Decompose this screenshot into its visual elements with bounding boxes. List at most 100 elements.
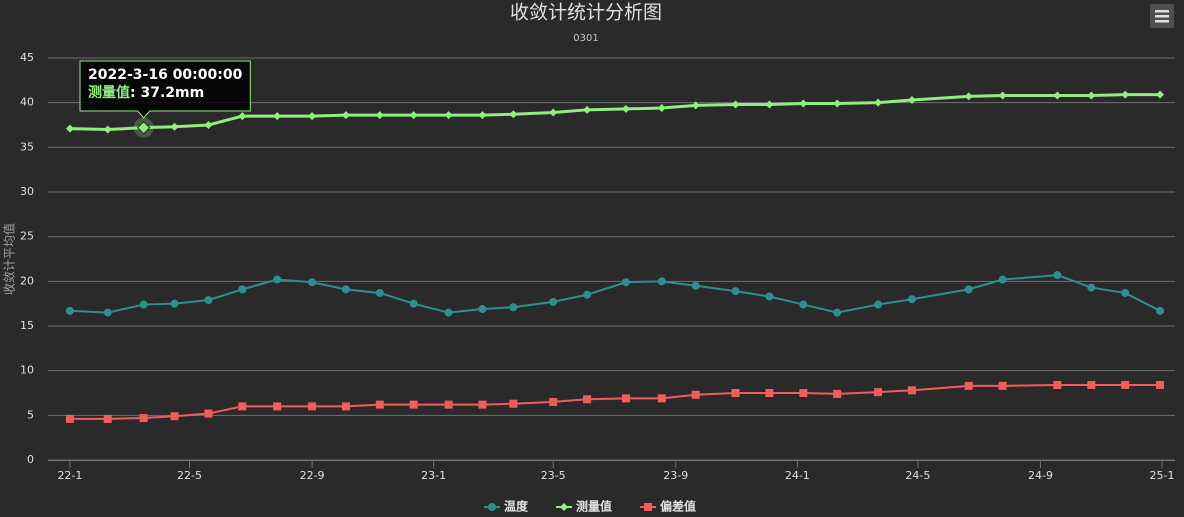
x-tick-label: 22-5 xyxy=(177,469,202,482)
data-point xyxy=(273,402,282,411)
data-point xyxy=(621,394,630,403)
data-point xyxy=(478,400,487,409)
data-point xyxy=(765,389,774,397)
data-point xyxy=(799,99,808,108)
data-point xyxy=(341,285,350,294)
data-point xyxy=(731,389,740,397)
data-point xyxy=(308,402,317,411)
data-point xyxy=(139,414,148,423)
data-point xyxy=(964,381,973,390)
legend-label: 偏差值 xyxy=(660,499,696,514)
data-point xyxy=(204,409,213,418)
y-axis-title: 收敛计平均值 xyxy=(2,223,17,295)
data-point xyxy=(103,125,112,134)
data-point xyxy=(833,308,842,317)
data-point xyxy=(375,288,384,297)
data-point xyxy=(998,91,1007,100)
y-tick-label: 0 xyxy=(27,453,34,466)
data-point xyxy=(170,299,179,308)
hover-point xyxy=(136,120,151,135)
data-point xyxy=(833,389,842,398)
data-point xyxy=(444,111,453,120)
y-tick-label: 40 xyxy=(20,96,34,109)
data-point xyxy=(731,100,740,109)
legend-item[interactable]: 偏差值 xyxy=(640,499,696,514)
menu-button[interactable] xyxy=(1150,4,1174,28)
x-tick-label: 24-5 xyxy=(905,469,930,482)
data-point xyxy=(103,414,112,423)
data-point xyxy=(964,285,973,294)
x-tick-label: 25-1 xyxy=(1150,469,1175,482)
data-point xyxy=(341,111,350,120)
data-point xyxy=(583,395,592,404)
data-point xyxy=(583,290,592,299)
y-tick-label: 5 xyxy=(27,408,34,421)
legend-item[interactable]: 温度 xyxy=(484,499,529,514)
data-point xyxy=(1156,90,1165,99)
data-point xyxy=(509,110,518,119)
data-point xyxy=(308,278,317,287)
data-point xyxy=(1121,380,1130,389)
data-point xyxy=(1156,306,1165,315)
y-tick-label: 25 xyxy=(20,230,34,243)
data-point xyxy=(549,397,558,406)
legend-item[interactable]: 测量值 xyxy=(556,499,612,514)
legend-symbol xyxy=(560,503,569,511)
tooltip-title: 2022-3-16 00:00:00 xyxy=(88,67,243,83)
data-point xyxy=(308,112,317,121)
data-point xyxy=(874,300,883,309)
data-point xyxy=(65,124,74,133)
legend-symbol xyxy=(488,503,496,511)
x-tick-label: 23-1 xyxy=(421,469,446,482)
data-point xyxy=(583,105,592,114)
series-line xyxy=(69,274,1161,314)
data-point xyxy=(549,297,558,306)
data-point xyxy=(964,92,973,101)
x-tick-label: 22-1 xyxy=(57,469,82,482)
data-point xyxy=(238,402,247,411)
data-point xyxy=(1156,380,1165,389)
legend-label: 测量值 xyxy=(576,499,612,514)
data-point xyxy=(1087,380,1096,389)
data-point xyxy=(907,95,916,104)
data-point xyxy=(621,278,630,287)
data-point xyxy=(657,104,666,113)
data-point xyxy=(375,400,384,409)
chart-subtitle: 0301 xyxy=(573,33,598,44)
data-point xyxy=(765,292,774,301)
data-point xyxy=(874,388,883,397)
x-tick-label: 24-9 xyxy=(1028,469,1053,482)
legend-label: 温度 xyxy=(504,499,529,514)
data-point xyxy=(409,400,418,409)
data-point xyxy=(799,300,808,309)
y-tick-label: 10 xyxy=(20,364,34,377)
data-point xyxy=(998,275,1007,284)
data-point xyxy=(1121,90,1130,99)
data-point xyxy=(238,112,247,121)
data-point xyxy=(409,299,418,308)
x-tick-label: 23-9 xyxy=(663,469,688,482)
data-point xyxy=(833,99,842,108)
x-tick-label: 24-1 xyxy=(785,469,810,482)
data-point xyxy=(998,381,1007,390)
x-tick-label: 22-9 xyxy=(300,469,325,482)
data-point xyxy=(65,414,74,423)
data-point xyxy=(509,303,518,312)
data-point xyxy=(509,399,518,408)
data-point xyxy=(170,122,179,131)
legend-symbol xyxy=(644,503,653,511)
data-point xyxy=(765,100,774,109)
tooltip-series: 测量值 xyxy=(88,84,130,101)
data-point xyxy=(621,104,630,113)
data-point xyxy=(478,111,487,120)
x-tick-label: 23-5 xyxy=(541,469,566,482)
data-point xyxy=(657,394,666,403)
series-line xyxy=(69,383,1161,420)
data-point xyxy=(1087,283,1096,292)
data-point xyxy=(341,402,350,411)
tooltip-value: : 37.2mm xyxy=(130,85,204,101)
data-point xyxy=(1053,380,1062,389)
data-point xyxy=(273,112,282,121)
